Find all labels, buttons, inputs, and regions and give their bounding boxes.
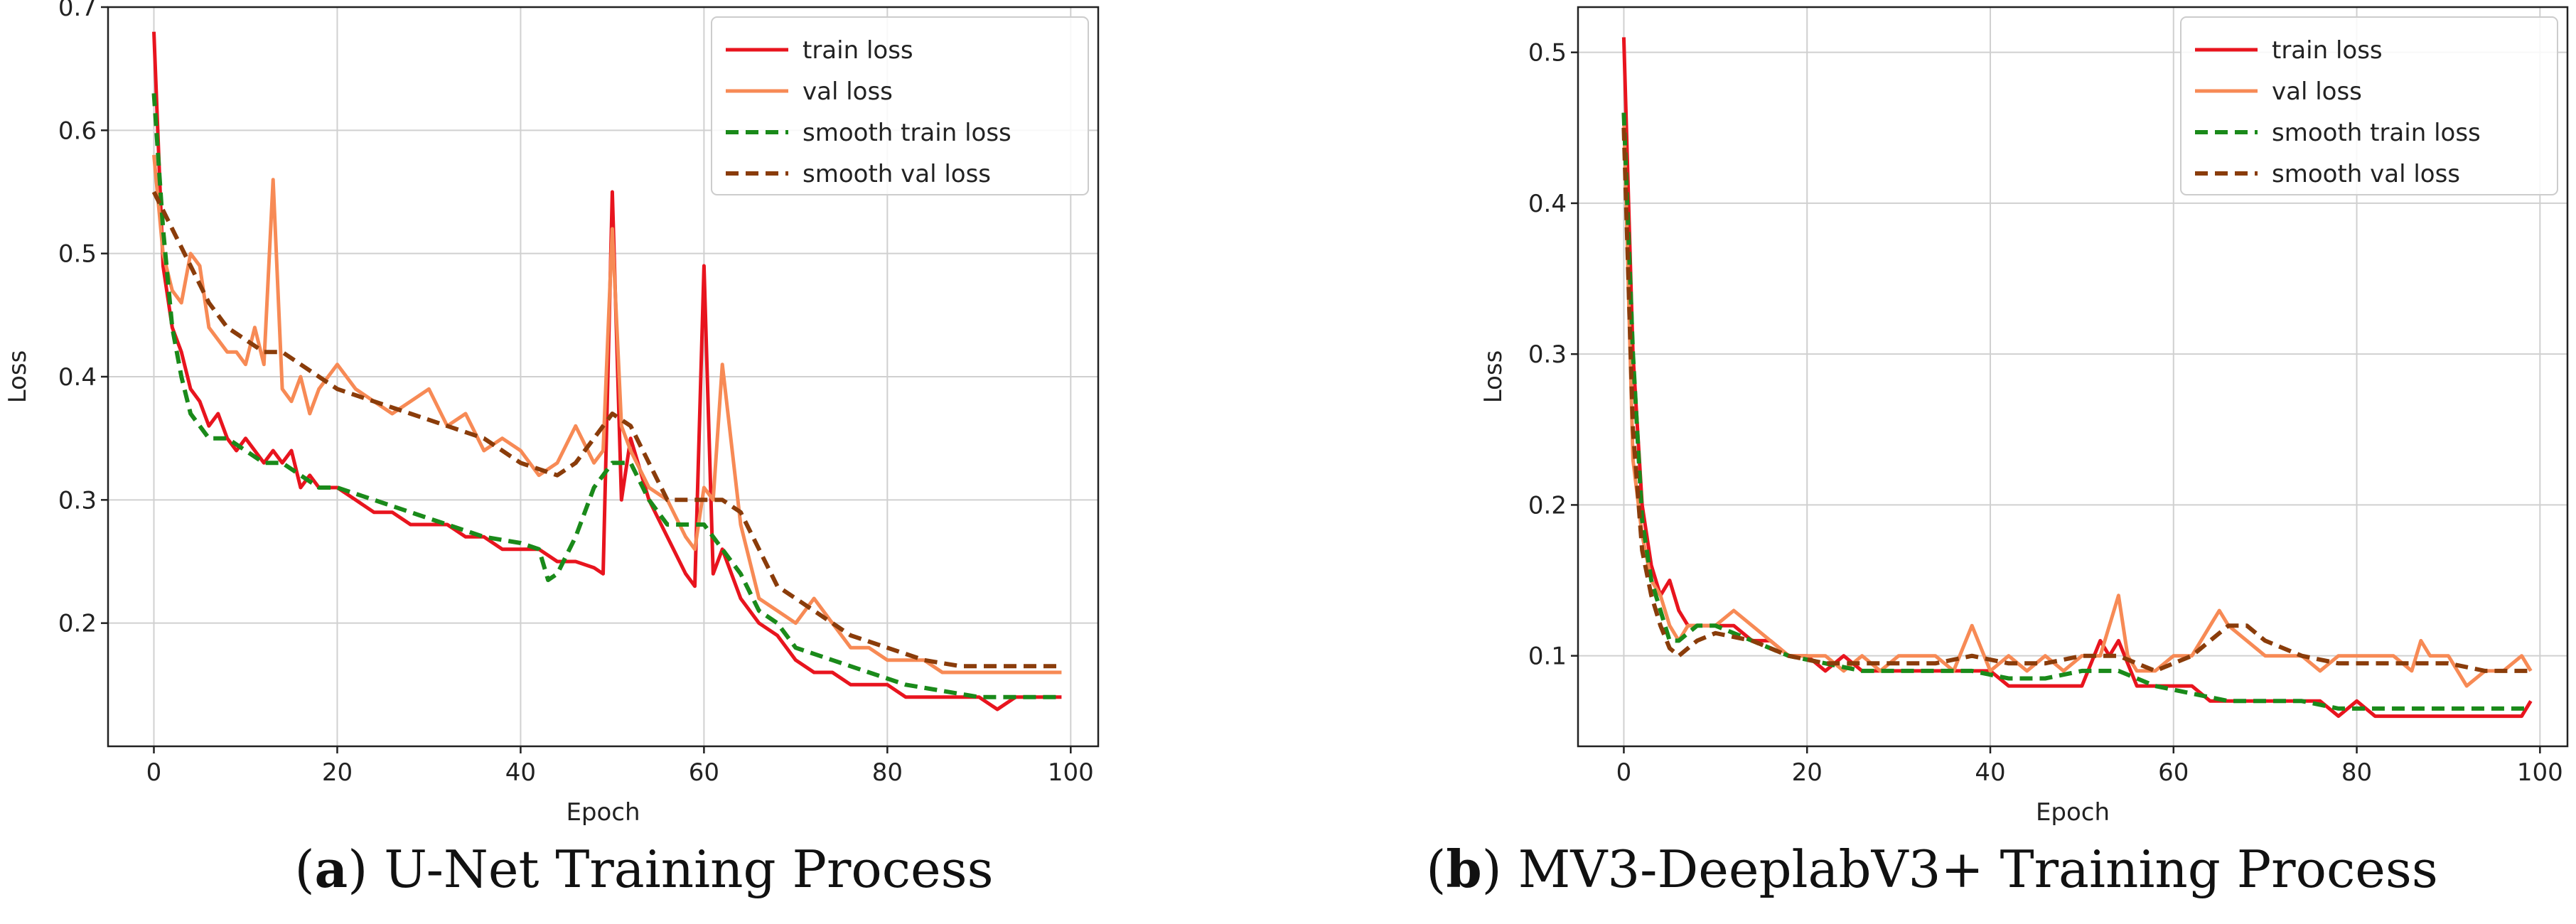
caption-text: MV3-DeeplabV3+ Training Process bbox=[1518, 839, 2438, 899]
series-line-smooth-val-loss bbox=[1621, 127, 2531, 673]
chart-panel-mv3: 0 20 40 60 80 100 0.1 0.2 0.3 0.4 0.5 Epoch Loss trai… bbox=[1288, 0, 2576, 924]
x-tick-label: 60 bbox=[2158, 758, 2189, 787]
x-tick-label: 40 bbox=[1975, 758, 2005, 787]
legend-label-val-loss: val loss bbox=[2272, 77, 2362, 106]
legend-label-train-loss: train loss bbox=[2272, 36, 2383, 65]
mv3-loss-chart: 0 20 40 60 80 100 0.1 0.2 0.3 0.4 0.5 Epoch Loss trai… bbox=[1479, 6, 2569, 827]
x-axis-label: Epoch bbox=[2036, 798, 2110, 827]
x-axis-label: Epoch bbox=[566, 798, 640, 827]
series-line-smooth-val-loss bbox=[151, 190, 1062, 669]
y-tick-label: 0.7 bbox=[58, 0, 97, 22]
y-tick-label: 0.5 bbox=[58, 240, 97, 269]
unet-loss-chart: 0 20 40 60 80 100 0.2 0.3 0.4 0.5 0.6 0.7 Epoch Loss t… bbox=[4, 0, 1100, 827]
y-tick-label: 0.6 bbox=[58, 117, 97, 145]
y-tick-label: 0.3 bbox=[1528, 340, 1567, 369]
plot-frame bbox=[1577, 6, 2569, 748]
legend-label-val-loss: val loss bbox=[803, 77, 893, 106]
y-tick-label: 0.5 bbox=[1528, 39, 1567, 68]
x-tick-label: 80 bbox=[2341, 758, 2372, 787]
y-tick-label: 0.4 bbox=[58, 363, 97, 392]
legend-label-smooth-val-loss: smooth val loss bbox=[2272, 160, 2460, 188]
x-tick-label: 100 bbox=[2517, 758, 2563, 787]
x-tick-label: 60 bbox=[689, 758, 719, 787]
x-tick-label: 100 bbox=[1048, 758, 1094, 787]
legend-box bbox=[2180, 16, 2558, 195]
caption-mv3: (b) MV3-DeeplabV3+ Training Process bbox=[1426, 839, 2438, 899]
x-tick-label: 40 bbox=[505, 758, 536, 787]
series-line-train-loss bbox=[152, 31, 1062, 711]
series-line-smooth-train-loss bbox=[1621, 112, 2531, 711]
x-tick-label: 0 bbox=[146, 758, 162, 787]
y-tick-label: 0.1 bbox=[1528, 643, 1567, 671]
x-tick-label: 80 bbox=[872, 758, 903, 787]
y-tick-label: 0.2 bbox=[58, 610, 97, 638]
legend-label-smooth-val-loss: smooth val loss bbox=[803, 160, 991, 188]
caption-unet: (a) U-Net Training Process bbox=[294, 839, 994, 899]
y-axis-label: Loss bbox=[4, 350, 32, 404]
caption-letter: b bbox=[1446, 839, 1482, 899]
legend-box bbox=[711, 16, 1089, 195]
caption-letter: a bbox=[314, 839, 348, 899]
legend-label-smooth-train-loss: smooth train loss bbox=[2272, 119, 2481, 147]
series-line-smooth-train-loss bbox=[151, 93, 1062, 699]
y-tick-label: 0.2 bbox=[1528, 491, 1567, 520]
y-axis-label: Loss bbox=[1479, 350, 1508, 404]
series-line-val-loss bbox=[152, 154, 1062, 675]
chart-panel-unet: 0 20 40 60 80 100 0.2 0.3 0.4 0.5 0.6 0.7 Epoch Loss t… bbox=[4, 0, 1100, 899]
caption-text: U-Net Training Process bbox=[384, 839, 994, 899]
x-tick-label: 0 bbox=[1616, 758, 1632, 787]
y-tick-label: 0.4 bbox=[1528, 190, 1567, 218]
x-tick-label: 20 bbox=[322, 758, 353, 787]
y-tick-label: 0.3 bbox=[58, 486, 97, 515]
legend-label-train-loss: train loss bbox=[803, 36, 913, 65]
x-tick-label: 20 bbox=[1792, 758, 1823, 787]
legend-label-smooth-train-loss: smooth train loss bbox=[803, 119, 1011, 147]
series-line-val-loss bbox=[1621, 112, 2533, 688]
